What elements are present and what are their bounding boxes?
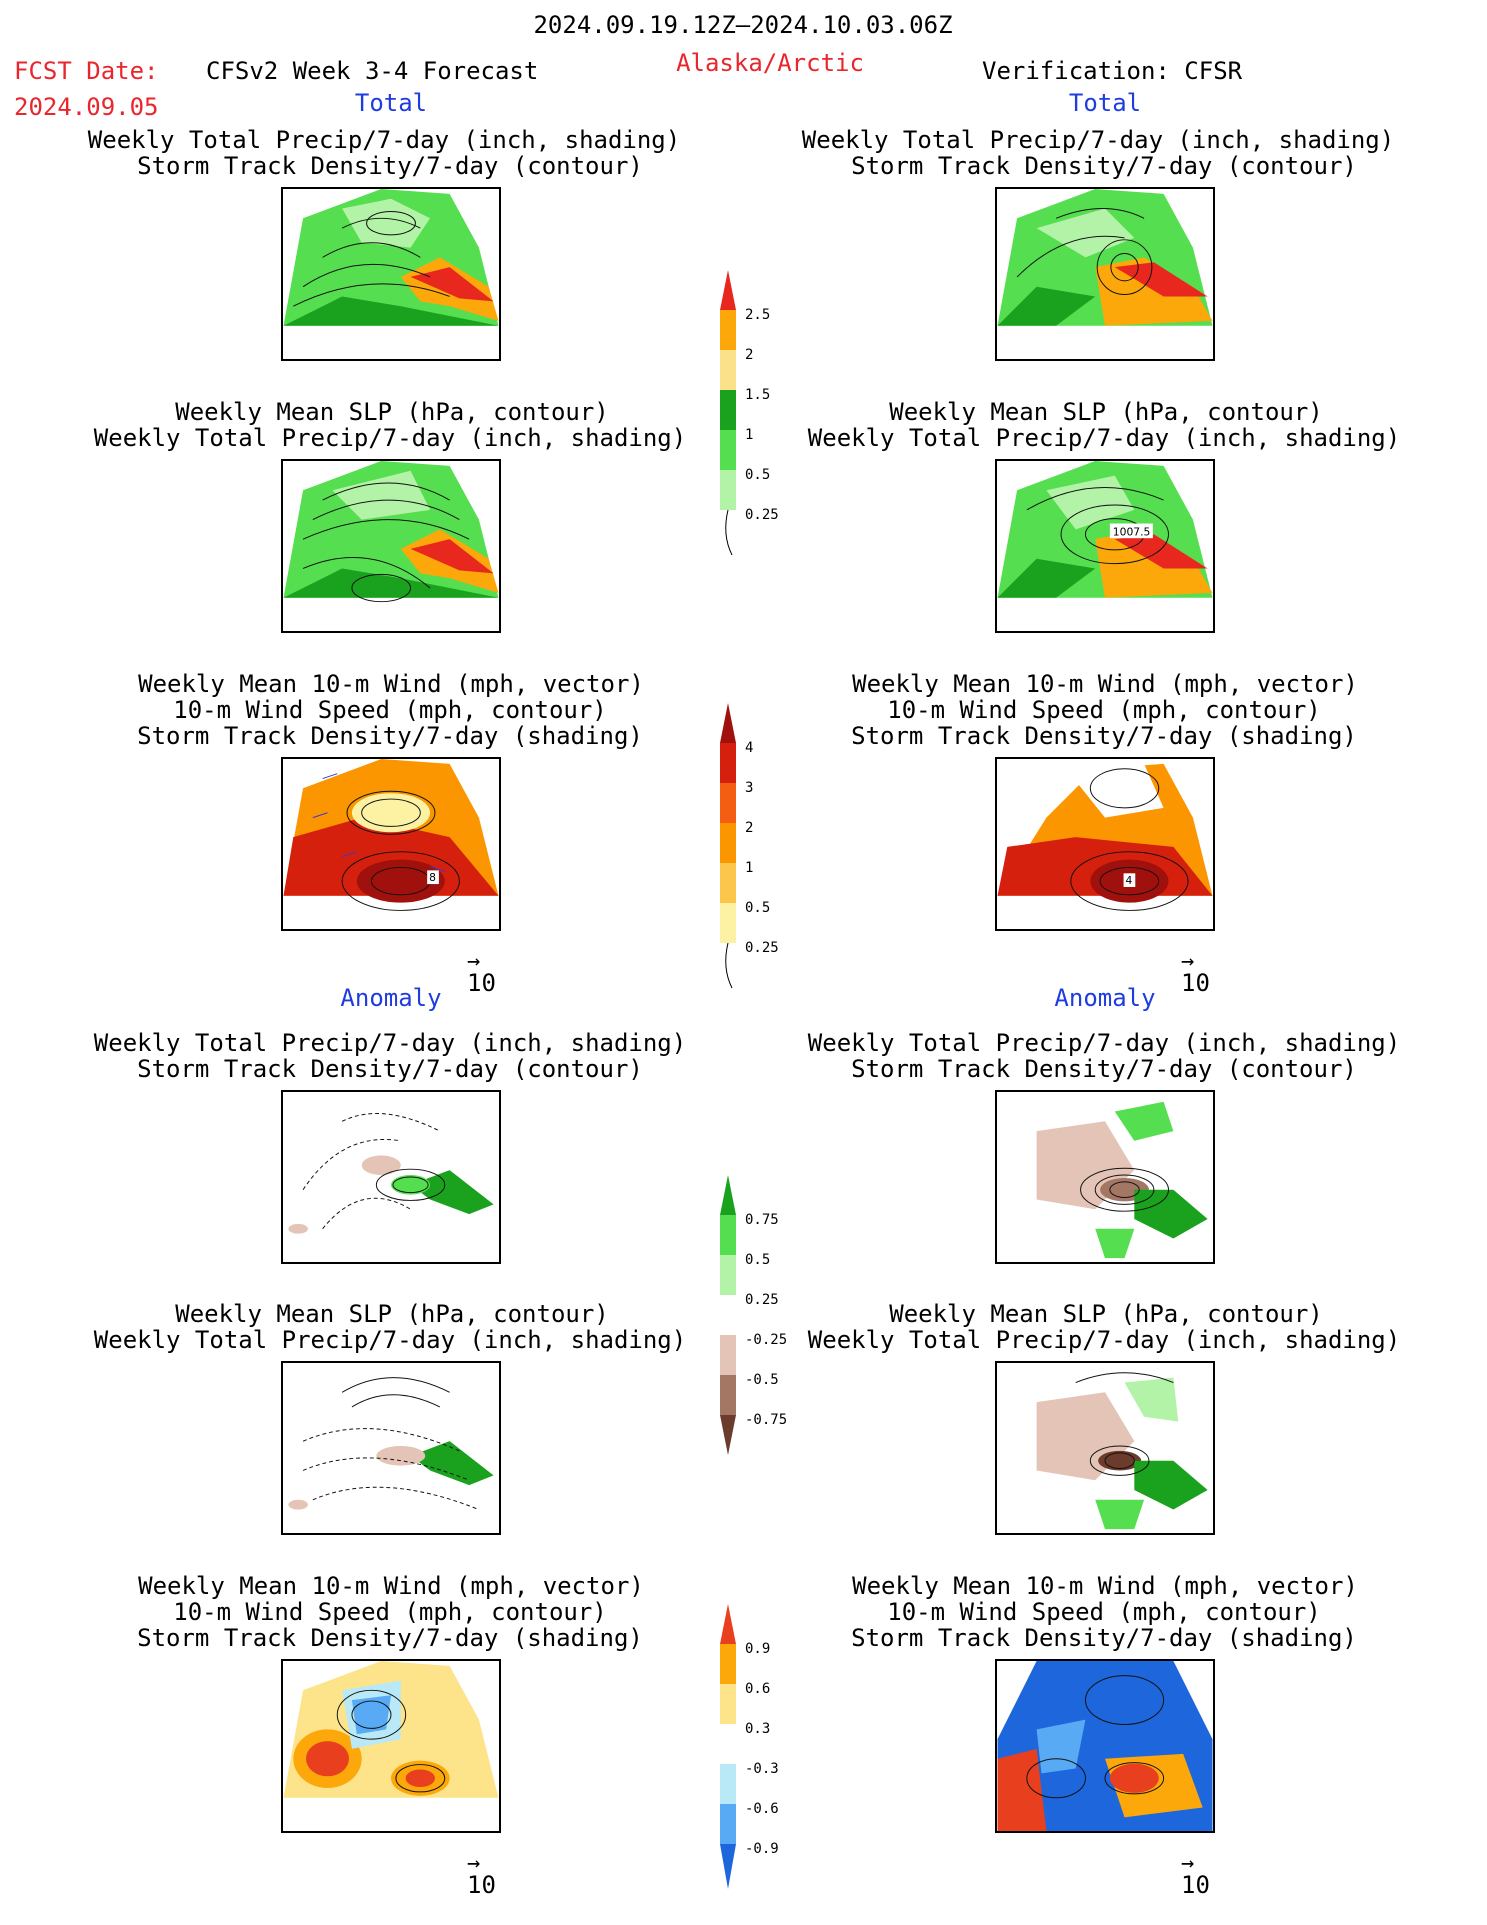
colorbar-track-total xyxy=(720,703,800,997)
map-fcst-anom-precip-track xyxy=(281,1090,501,1264)
panel-title-line: Weekly Total Precip/7-day (inch, shading… xyxy=(807,1029,1401,1057)
panel-title-line: Storm Track Density/7-day (contour) xyxy=(137,1055,643,1083)
colorbar-label: -0.6 xyxy=(745,1801,779,1817)
panel-title-line: Storm Track Density/7-day (shading) xyxy=(137,1624,643,1652)
map-fcst-anom-slp-precip xyxy=(281,1361,501,1535)
vector-ref-label: 10 xyxy=(467,969,496,997)
map-fcst-total-slp-precip xyxy=(281,459,501,633)
panel-title-line: Weekly Total Precip/7-day (inch, shading… xyxy=(93,1029,687,1057)
period-title: 2024.09.19.12Z–2024.10.03.06Z xyxy=(533,11,953,39)
colorbar-label: 0.6 xyxy=(745,1681,771,1697)
colorbar-label: 0.75 xyxy=(745,1212,779,1228)
panel-title-line: Weekly Mean SLP (hPa, contour) xyxy=(175,1300,609,1328)
panel-title-line: Weekly Mean SLP (hPa, contour) xyxy=(889,398,1323,426)
colorbar-label: 2 xyxy=(745,347,754,363)
section-total-right: Total xyxy=(1068,89,1142,117)
panel-title-line: Storm Track Density/7-day (contour) xyxy=(137,152,643,180)
panel-title-line: Weekly Total Precip/7-day (inch, shading… xyxy=(807,424,1401,452)
panel-title-line: Weekly Mean 10-m Wind (mph, vector) xyxy=(852,1572,1358,1600)
colorbar-label: 2.5 xyxy=(745,307,771,323)
colorbar-label: -0.75 xyxy=(745,1412,788,1428)
section-anomaly-right: Anomaly xyxy=(1054,984,1156,1012)
vector-arrow-icon: → xyxy=(467,1851,481,1876)
fcst-label: FCST Date: xyxy=(14,57,159,85)
colorbar-label: 0.3 xyxy=(745,1721,771,1737)
colorbar-precip-anomaly xyxy=(720,1175,740,1469)
map-contour-label: 8 xyxy=(429,871,436,884)
map-cfsr-total-precip-track xyxy=(995,187,1215,361)
map-cfsr-total-wind: 4 xyxy=(995,757,1215,931)
model-title: CFSv2 Week 3-4 Forecast xyxy=(206,57,539,85)
map-contour-label: 4 xyxy=(1126,874,1133,887)
vector-ref-label: 10 xyxy=(1181,1871,1210,1899)
panel-title-line: 10-m Wind Speed (mph, contour) xyxy=(173,1598,607,1626)
vector-ref-label: 10 xyxy=(467,1871,496,1899)
panel-title-line: Storm Track Density/7-day (shading) xyxy=(137,722,643,750)
colorbar-label: 0.9 xyxy=(745,1641,771,1657)
colorbar-label: -0.9 xyxy=(745,1841,779,1857)
colorbar-label: 1.5 xyxy=(745,387,771,403)
colorbar-track-anomaly xyxy=(720,1604,740,1898)
panel-title-line: Weekly Mean SLP (hPa, contour) xyxy=(175,398,609,426)
colorbar-label: 0.25 xyxy=(745,507,779,523)
panel-title-line: Weekly Total Precip/7-day (inch, shading… xyxy=(93,1326,687,1354)
map-cfsr-anom-precip-track xyxy=(995,1090,1215,1264)
map-contour-label: 1007.5 xyxy=(1113,525,1151,538)
map-fcst-total-precip-track xyxy=(281,187,501,361)
panel-title-line: Storm Track Density/7-day (shading) xyxy=(851,1624,1357,1652)
panel-title-line: Weekly Total Precip/7-day (inch, shading… xyxy=(801,126,1395,154)
colorbar-precip-total xyxy=(720,270,800,564)
colorbar-label: 3 xyxy=(745,780,754,796)
panel-title-line: 10-m Wind Speed (mph, contour) xyxy=(887,1598,1321,1626)
section-anomaly-left: Anomaly xyxy=(340,984,442,1012)
colorbar-label: 0.25 xyxy=(745,940,779,956)
map-cfsr-total-slp-precip: 1007.5 xyxy=(995,459,1215,633)
map-fcst-anom-wind xyxy=(281,1659,501,1833)
map-fcst-total-wind: 8 xyxy=(281,757,501,931)
panel-title-line: Storm Track Density/7-day (contour) xyxy=(851,152,1357,180)
panel-title-line: Storm Track Density/7-day (shading) xyxy=(851,722,1357,750)
colorbar-label: 1 xyxy=(745,860,754,876)
colorbar-label: 1 xyxy=(745,427,754,443)
vector-arrow-icon: → xyxy=(1181,1851,1195,1876)
panel-title-line: Weekly Mean 10-m Wind (mph, vector) xyxy=(138,1572,644,1600)
panel-title-line: Weekly Total Precip/7-day (inch, shading… xyxy=(807,1326,1401,1354)
vector-arrow-icon: → xyxy=(467,949,481,974)
panel-title-line: Weekly Total Precip/7-day (inch, shading… xyxy=(93,424,687,452)
colorbar-label: 0.25 xyxy=(745,1292,779,1308)
colorbar-label: 2 xyxy=(745,820,754,836)
panel-title-line: Storm Track Density/7-day (contour) xyxy=(851,1055,1357,1083)
region-title: Alaska/Arctic xyxy=(676,49,864,77)
section-total-left: Total xyxy=(354,89,428,117)
panel-title-line: Weekly Mean SLP (hPa, contour) xyxy=(889,1300,1323,1328)
map-cfsr-anom-slp-precip xyxy=(995,1361,1215,1535)
colorbar-label: 0.5 xyxy=(745,467,771,483)
fcst-date: 2024.09.05 xyxy=(14,93,159,121)
map-cfsr-anom-wind xyxy=(995,1659,1215,1833)
verification-title: Verification: CFSR xyxy=(982,57,1243,85)
colorbar-label: 0.5 xyxy=(745,1252,771,1268)
vector-arrow-icon: → xyxy=(1181,949,1195,974)
panel-title-line: Weekly Total Precip/7-day (inch, shading… xyxy=(87,126,681,154)
panel-title-line: Weekly Mean 10-m Wind (mph, vector) xyxy=(852,670,1358,698)
panel-title-line: Weekly Mean 10-m Wind (mph, vector) xyxy=(138,670,644,698)
colorbar-label: 4 xyxy=(745,740,754,756)
colorbar-label: 0.5 xyxy=(745,900,771,916)
panel-title-line: 10-m Wind Speed (mph, contour) xyxy=(173,696,607,724)
colorbar-label: -0.3 xyxy=(745,1761,779,1777)
vector-ref-label: 10 xyxy=(1181,969,1210,997)
colorbar-label: -0.25 xyxy=(745,1332,788,1348)
panel-title-line: 10-m Wind Speed (mph, contour) xyxy=(887,696,1321,724)
colorbar-label: -0.5 xyxy=(745,1372,779,1388)
